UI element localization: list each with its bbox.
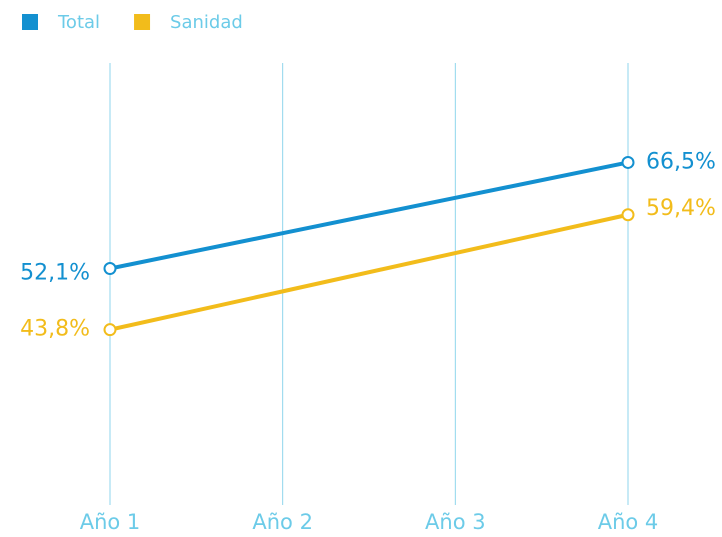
data-label: 66,5% bbox=[646, 149, 716, 174]
data-label: 43,8% bbox=[20, 317, 90, 342]
legend-label: Sanidad bbox=[170, 12, 243, 33]
series-line bbox=[109, 212, 629, 332]
legend-swatch bbox=[134, 14, 151, 30]
point-marker bbox=[103, 262, 117, 276]
x-tick-label: Año 4 bbox=[598, 510, 659, 534]
legend-label: Total bbox=[57, 12, 100, 33]
x-tick-label: Año 2 bbox=[252, 510, 313, 534]
legend-swatch bbox=[22, 14, 38, 30]
data-label: 52,1% bbox=[20, 261, 90, 286]
data-label: 59,4% bbox=[646, 196, 716, 221]
x-tick-label: Año 1 bbox=[80, 510, 141, 534]
point-marker bbox=[103, 323, 117, 337]
point-marker bbox=[621, 208, 635, 222]
point-marker bbox=[621, 155, 635, 169]
series-line bbox=[109, 160, 629, 271]
x-tick-label: Año 3 bbox=[425, 510, 486, 534]
